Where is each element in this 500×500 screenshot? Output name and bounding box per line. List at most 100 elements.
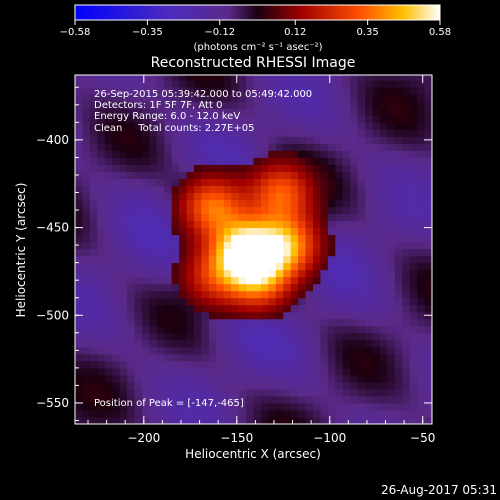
- heatmap-cell: [402, 185, 411, 194]
- heatmap-cell: [335, 332, 344, 341]
- heatmap-cell: [402, 157, 411, 165]
- heatmap-cell: [305, 178, 314, 186]
- heatmap-cell: [127, 150, 135, 158]
- heatmap-cell: [275, 409, 284, 418]
- heatmap-cell: [320, 178, 329, 186]
- heatmap-cell: [231, 416, 240, 424]
- heatmap-cell: [238, 395, 247, 404]
- heatmap-cell: [97, 269, 106, 278]
- heatmap-cell: [350, 150, 359, 158]
- heatmap-cell: [104, 227, 113, 236]
- heatmap-cell: [402, 108, 411, 116]
- heatmap-cell: [208, 80, 217, 88]
- heatmap-cell: [216, 409, 225, 418]
- heatmap-cell: [231, 108, 240, 116]
- heatmap-cell: [75, 290, 83, 299]
- heatmap-cell: [134, 388, 143, 397]
- heatmap-cell: [379, 108, 388, 116]
- heatmap-cell: [194, 269, 202, 278]
- heatmap-cell: [394, 367, 403, 376]
- heatmap-cell: [246, 381, 254, 390]
- heatmap-cell: [409, 150, 418, 158]
- heatmap-cell: [164, 290, 173, 299]
- heatmap-cell: [75, 283, 83, 292]
- heatmap-cell: [417, 339, 426, 348]
- heatmap-cell: [216, 304, 225, 313]
- heatmap-cell: [320, 171, 329, 179]
- heatmap-cell: [275, 87, 284, 95]
- heatmap-cell: [208, 136, 217, 144]
- heatmap-cell: [171, 206, 180, 215]
- heatmap-cell: [357, 283, 366, 292]
- heatmap-cell: [350, 129, 359, 137]
- heatmap-cell: [387, 136, 396, 144]
- heatmap-cell: [283, 339, 292, 348]
- heatmap-cell: [231, 402, 240, 411]
- heatmap-cell: [186, 304, 195, 313]
- heatmap-cell: [409, 388, 418, 397]
- heatmap-cell: [327, 94, 336, 102]
- heatmap-cell: [156, 199, 165, 208]
- heatmap-cell: [112, 171, 121, 179]
- heatmap-cell: [305, 157, 314, 165]
- heatmap-cell: [112, 297, 121, 306]
- heatmap-image: [75, 75, 432, 424]
- heatmap-cell: [186, 108, 195, 116]
- heatmap-cell: [394, 311, 403, 320]
- heatmap-cell: [350, 339, 359, 348]
- heatmap-cell: [365, 220, 373, 229]
- heatmap-cell: [238, 416, 247, 424]
- heatmap-cell: [201, 80, 210, 88]
- heatmap-cell: [424, 185, 432, 194]
- heatmap-cell: [112, 255, 121, 264]
- heatmap-cell: [350, 367, 359, 376]
- heatmap-cell: [127, 297, 135, 306]
- heatmap-cell: [82, 318, 91, 327]
- heatmap-cell: [417, 262, 426, 271]
- heatmap-cell: [104, 171, 113, 179]
- heatmap-cell: [194, 87, 202, 95]
- heatmap-cell: [335, 129, 344, 137]
- heatmap-cell: [89, 339, 98, 348]
- heatmap-cell: [313, 367, 321, 376]
- heatmap-cell: [313, 94, 321, 102]
- heatmap-cell: [335, 234, 344, 243]
- heatmap-cell: [409, 80, 418, 88]
- heatmap-cell: [149, 416, 158, 424]
- heatmap-cell: [335, 220, 344, 229]
- heatmap-cell: [342, 129, 351, 137]
- heatmap-cell: [89, 367, 98, 376]
- heatmap-cell: [171, 311, 180, 320]
- heatmap-cell: [231, 234, 240, 243]
- heatmap-cell: [313, 157, 321, 165]
- heatmap-cell: [208, 108, 217, 116]
- heatmap-cell: [357, 171, 366, 179]
- heatmap-cell: [216, 108, 225, 116]
- heatmap-cell: [194, 367, 202, 376]
- heatmap-cell: [379, 234, 388, 243]
- heatmap-cell: [127, 304, 135, 313]
- heatmap-cell: [82, 115, 91, 123]
- heatmap-cell: [320, 325, 329, 334]
- heatmap-cell: [201, 381, 210, 390]
- heatmap-cell: [365, 409, 373, 418]
- heatmap-cell: [283, 297, 292, 306]
- heatmap-cell: [379, 381, 388, 390]
- heatmap-cell: [402, 80, 411, 88]
- heatmap-cell: [268, 192, 277, 201]
- heatmap-cell: [417, 213, 426, 222]
- heatmap-cell: [268, 164, 277, 172]
- heatmap-cell: [75, 367, 83, 376]
- heatmap-cell: [394, 381, 403, 390]
- heatmap-cell: [246, 290, 254, 299]
- heatmap-cell: [164, 213, 173, 222]
- heatmap-cell: [365, 206, 373, 215]
- heatmap-cell: [253, 129, 262, 137]
- heatmap-cell: [216, 213, 225, 222]
- heatmap-cell: [75, 122, 83, 130]
- heatmap-cell: [75, 255, 83, 264]
- heatmap-cell: [216, 360, 225, 369]
- heatmap-cell: [194, 402, 202, 411]
- heatmap-cell: [320, 290, 329, 299]
- heatmap-cell: [208, 164, 217, 172]
